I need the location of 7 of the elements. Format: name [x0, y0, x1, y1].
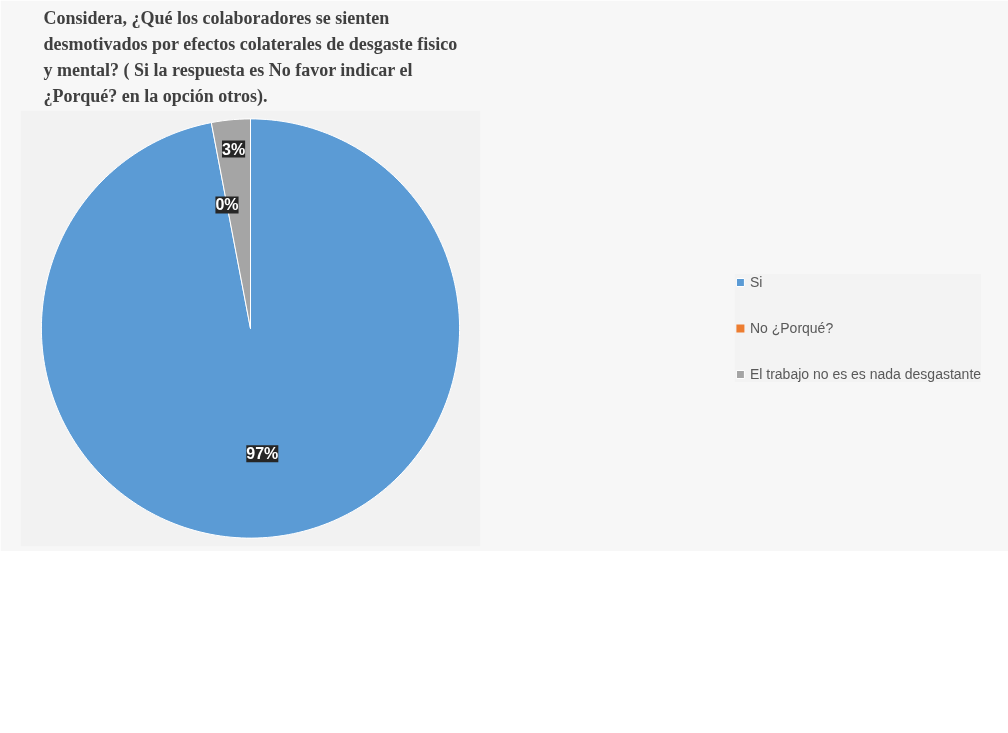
- legend-label: Si: [749, 274, 764, 290]
- data-label: 3%: [222, 140, 246, 158]
- text: 0%: [215, 196, 239, 214]
- data-label: 97%: [246, 445, 279, 463]
- chart-title: Considera, ¿Qué los colaboradores se sienten desmotivados por efectos colaterales de desgaste fisico y mental? ( Si la respuesta es No favor indicar el ¿Porqué? en la opción otros).: [43, 7, 458, 107]
- legend-label: No ¿Porqué?: [749, 320, 834, 336]
- legend-label: El trabajo no es es nada desgastante: [749, 366, 982, 382]
